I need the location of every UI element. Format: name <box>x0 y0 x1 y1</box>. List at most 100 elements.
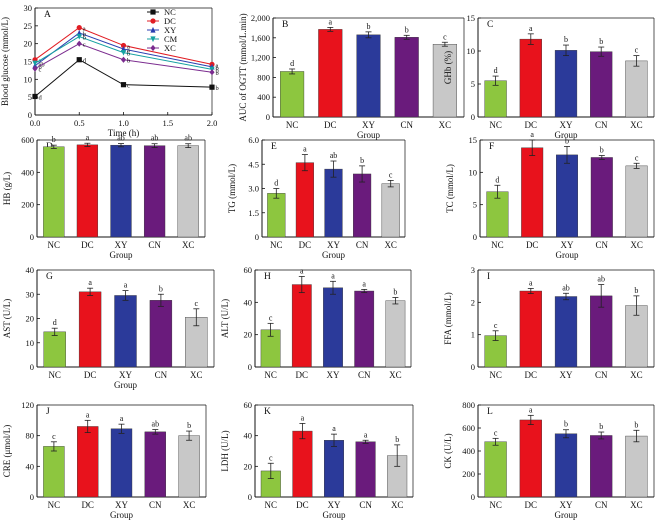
significance-letter: ab <box>117 134 125 143</box>
y-tick-label: 5 <box>471 79 475 89</box>
bar <box>353 173 372 238</box>
data-point <box>32 65 38 72</box>
significance-letter: c <box>127 83 130 90</box>
panel-B: 0 400 800 1,200 1,600 2,000 B AUC of OGTT (mmol… <box>238 13 465 140</box>
y-tick-label: 600 <box>462 423 475 433</box>
x-tick-label: XC <box>391 500 404 510</box>
y-tick-label: 400 <box>257 92 270 102</box>
panel-A: 0 5 10 15 20 25 30 A Blood glucose (mmol/L) 0.0 0.… <box>0 3 219 138</box>
bar <box>143 145 166 238</box>
bar <box>625 435 648 498</box>
bar <box>590 51 613 118</box>
x-tick-label: XY <box>115 500 128 510</box>
significance-letter: a <box>83 26 86 33</box>
y-tick-label: 30 <box>26 289 35 299</box>
x-axis-title: Group <box>110 250 133 260</box>
x-tick-label: DC <box>299 240 312 250</box>
x-tick-label: XY <box>328 500 341 510</box>
y-tick-label: 20 <box>244 461 253 471</box>
x-axis-title: Group <box>110 510 133 520</box>
y-tick-label: 15 <box>469 135 478 145</box>
data-point <box>76 57 82 63</box>
bar <box>149 300 173 368</box>
x-tick-label: XC <box>384 240 397 250</box>
bar <box>324 440 344 498</box>
y-tick-label: 1.5 <box>248 208 259 218</box>
significance-letter: b <box>52 135 56 144</box>
data-point <box>32 60 38 67</box>
panel-label: L <box>487 407 493 417</box>
significance-letter: b <box>159 284 163 293</box>
x-tick-label: XY <box>560 120 573 130</box>
significance-letter: a <box>39 58 42 65</box>
x-tick-label: XY <box>560 370 573 380</box>
significance-letter: b <box>634 286 638 295</box>
significance-letter: b <box>127 51 130 58</box>
x-axis-title: Group <box>556 250 579 260</box>
panel-label: I <box>487 272 490 282</box>
x-tick-label: NC <box>489 370 502 380</box>
y-tick-label: 200 <box>462 469 475 479</box>
significance-letter: a <box>216 62 219 69</box>
x-tick-label: XC <box>630 500 643 510</box>
data-point <box>150 36 156 43</box>
series-line <box>34 43 213 73</box>
x-tick-label: DC <box>526 240 539 250</box>
data-point <box>120 56 127 63</box>
significance-letter: a <box>331 271 335 280</box>
x-tick-label: DC <box>296 500 309 510</box>
significance-letter: b <box>216 85 219 92</box>
panel-label: G <box>46 272 53 282</box>
significance-letter: b <box>564 420 568 429</box>
bar <box>76 144 99 238</box>
y-tick-label: 0 <box>471 362 475 372</box>
panel-label: B <box>282 20 288 30</box>
x-tick-label: XC <box>439 120 452 130</box>
bar <box>280 71 305 118</box>
bar <box>519 38 542 118</box>
significance-letter: b <box>634 420 638 429</box>
significance-letter: a <box>127 47 130 54</box>
panel-G: 0 10 20 30 40 G AST (U/L) d NC a DC a XY b CN c XC Group <box>2 265 215 390</box>
x-tick-label: DC <box>324 120 337 130</box>
y-tick-label: 15 <box>467 13 476 23</box>
x-tick-label: 1.5 <box>162 118 173 128</box>
x-tick-label: CN <box>149 500 162 510</box>
x-tick-label: NC <box>48 240 61 250</box>
panel-label: J <box>46 407 50 417</box>
y-tick-label: 0 <box>471 112 475 122</box>
y-tick-label: 40 <box>244 297 253 307</box>
y-tick-label: 3.0 <box>248 184 259 194</box>
y-tick-label: 1 <box>471 330 475 340</box>
y-tick-label: 10 <box>26 338 35 348</box>
y-tick-label: 10 <box>467 46 476 56</box>
x-axis-title: Time (h) <box>108 128 139 138</box>
x-tick-label: XY <box>362 120 375 130</box>
data-point <box>76 33 82 40</box>
significance-letter: c <box>635 46 639 55</box>
y-tick-label: 30 <box>24 3 33 13</box>
x-tick-label: CN <box>356 240 369 250</box>
y-tick-label: 6.0 <box>248 135 259 145</box>
x-tick-label: NC <box>489 500 502 510</box>
x-tick-label: XC <box>630 120 643 130</box>
significance-letter: a <box>88 278 92 287</box>
x-tick-label: XC <box>630 370 643 380</box>
significance-letter: a <box>303 145 307 154</box>
significance-letter: a <box>529 278 533 287</box>
x-tick-label: CN <box>595 120 608 130</box>
bar <box>356 34 381 118</box>
panel-label: C <box>487 20 493 30</box>
significance-letter: ab <box>562 283 570 292</box>
legend-label: DC <box>164 16 176 26</box>
data-point <box>150 18 156 24</box>
x-tick-label: NC <box>48 370 61 380</box>
bar <box>295 162 314 238</box>
significance-letter: a <box>530 130 534 139</box>
x-tick-label: DC <box>525 370 538 380</box>
y-tick-label: 400 <box>462 446 475 456</box>
significance-letter: a <box>332 424 336 433</box>
significance-letter: b <box>599 422 603 431</box>
significance-letter: a <box>86 410 90 419</box>
y-tick-label: 0 <box>28 110 32 120</box>
